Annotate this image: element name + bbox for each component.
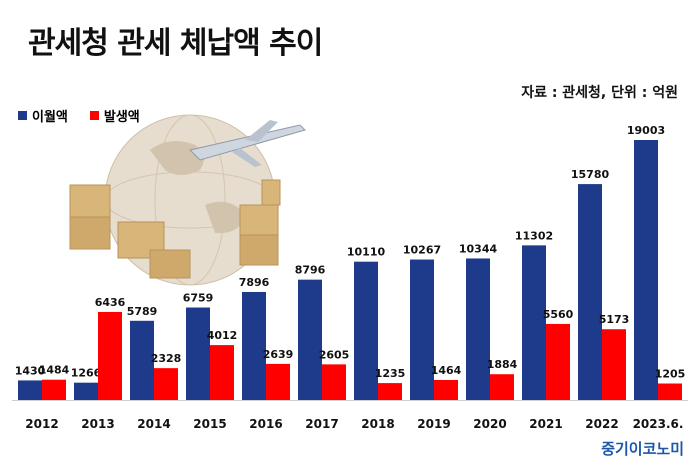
data-label-new-2015: 4012 xyxy=(207,329,238,342)
bar-carryover-2022 xyxy=(578,184,602,400)
bar-new-2014 xyxy=(154,368,178,400)
bar-new-2022 xyxy=(602,329,626,400)
chart-title: 관세청 관세 체납액 추이 xyxy=(28,26,323,61)
legend-item-carryover: 이월액 xyxy=(18,106,68,125)
x-tick-label-2019: 2019 xyxy=(417,417,450,431)
data-label-carryover-2018: 10110 xyxy=(347,246,386,259)
bar-carryover-2023.6. xyxy=(634,140,658,400)
data-label-carryover-2021: 11302 xyxy=(515,229,553,242)
x-tick-label-2015: 2015 xyxy=(193,417,226,431)
bar-new-2017 xyxy=(322,364,346,400)
source-note: 자료 : 관세청, 단위 : 억원 xyxy=(521,85,678,101)
data-label-new-2023.6.: 1205 xyxy=(655,368,686,381)
bar-carryover-2015 xyxy=(186,307,210,400)
bar-carryover-2019 xyxy=(410,259,434,400)
data-label-new-2014: 2328 xyxy=(151,352,182,365)
bar-new-2015 xyxy=(210,345,234,400)
bar-carryover-2012 xyxy=(18,380,42,400)
x-tick-label-2020: 2020 xyxy=(473,417,506,431)
publisher-logo: 중기이코노미 xyxy=(601,440,684,458)
boxes-illustration xyxy=(69,179,281,279)
legend-swatch-carryover xyxy=(18,111,27,120)
x-tick-label-2022: 2022 xyxy=(585,417,618,431)
legend-item-new: 발생액 xyxy=(89,106,140,125)
x-tick-label-2014: 2014 xyxy=(137,417,170,431)
bar-carryover-2020 xyxy=(466,258,490,400)
data-label-carryover-2022: 15780 xyxy=(571,168,610,181)
bar-carryover-2016 xyxy=(242,291,266,400)
data-label-new-2021: 5560 xyxy=(543,308,574,321)
legend-label-carryover: 이월액 xyxy=(32,110,68,125)
x-tick-label-2023.6.: 2023.6. xyxy=(633,417,684,431)
x-tick-label-2021: 2021 xyxy=(529,417,562,431)
data-label-new-2018: 1235 xyxy=(375,367,406,380)
x-tick-label-2013: 2013 xyxy=(81,417,114,431)
bar-new-2019 xyxy=(434,379,458,400)
legend-label-new: 발생액 xyxy=(103,110,140,125)
bar-new-2021 xyxy=(546,323,570,400)
data-label-new-2016: 2639 xyxy=(263,348,294,361)
data-label-new-2020: 1884 xyxy=(487,358,518,371)
data-label-carryover-2013: 1266 xyxy=(71,367,102,380)
data-label-carryover-2012: 1430 xyxy=(15,364,46,377)
bar-carryover-2013 xyxy=(74,382,98,400)
airplane-icon xyxy=(189,120,306,167)
bar-new-2023.6. xyxy=(658,383,682,400)
bar-carryover-2017 xyxy=(298,279,322,400)
x-tick-label-2018: 2018 xyxy=(361,417,394,431)
x-tick-label-2017: 2017 xyxy=(305,417,338,431)
data-label-carryover-2023.6.: 19003 xyxy=(627,124,665,137)
data-label-carryover-2019: 10267 xyxy=(403,244,441,257)
data-label-carryover-2015: 6759 xyxy=(183,292,214,305)
legend: 이월액 발생액 xyxy=(18,106,140,125)
data-label-new-2017: 2605 xyxy=(319,348,350,361)
data-label-new-2022: 5173 xyxy=(599,313,630,326)
legend-swatch-new xyxy=(89,111,99,120)
data-label-new-2012: 1484 xyxy=(39,364,70,377)
bar-new-2012 xyxy=(42,379,66,400)
bar-carryover-2018 xyxy=(354,261,378,400)
bar-new-2018 xyxy=(378,383,402,400)
bar-new-2016 xyxy=(266,363,290,400)
bar-new-2013 xyxy=(98,311,122,400)
data-label-new-2019: 1464 xyxy=(431,364,462,377)
bar-carryover-2014 xyxy=(130,320,154,400)
data-label-carryover-2014: 5789 xyxy=(127,305,158,318)
x-tick-label-2012: 2012 xyxy=(25,417,58,431)
bar-carryover-2021 xyxy=(522,245,546,400)
bar-new-2020 xyxy=(490,374,514,400)
data-label-new-2013: 6436 xyxy=(95,296,126,309)
x-tick-label-2016: 2016 xyxy=(249,417,282,431)
data-label-carryover-2016: 7896 xyxy=(239,276,270,289)
data-label-carryover-2017: 8796 xyxy=(295,264,326,277)
data-label-carryover-2020: 10344 xyxy=(459,242,498,255)
